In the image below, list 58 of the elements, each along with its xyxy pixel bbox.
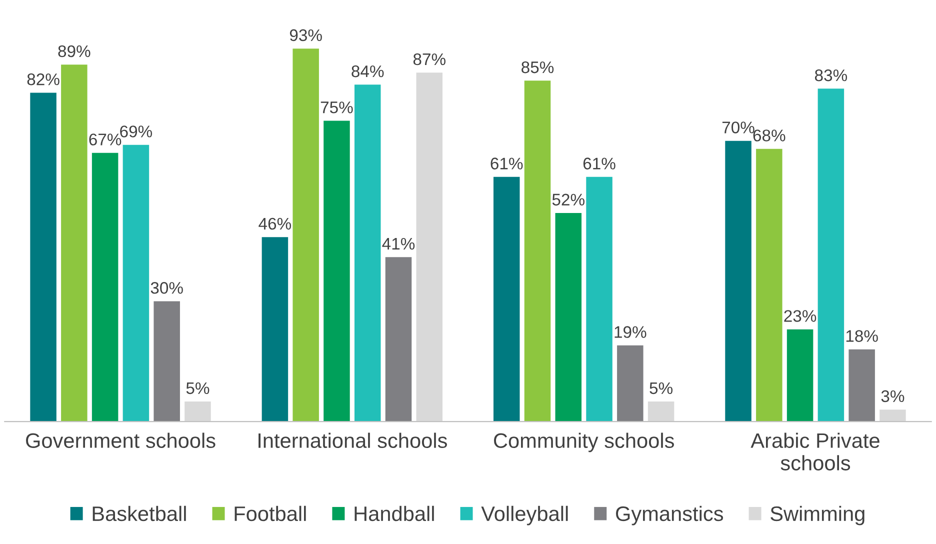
- bar: [30, 92, 56, 422]
- bar: [61, 64, 88, 422]
- data-label: 69%: [120, 126, 152, 138]
- bar: [324, 120, 350, 422]
- bar: [555, 213, 582, 422]
- data-label: 19%: [614, 326, 646, 338]
- x-tick-label: International schools: [258, 432, 447, 448]
- data-label: 46%: [258, 218, 292, 230]
- bar: [292, 48, 319, 422]
- bar: [756, 148, 782, 422]
- bar: [617, 345, 644, 422]
- data-label: 52%: [552, 194, 584, 206]
- x-tick-label: Government schools: [26, 432, 216, 448]
- data-label: 84%: [352, 65, 384, 78]
- data-label: 87%: [413, 53, 446, 66]
- data-label: 5%: [650, 382, 672, 394]
- data-label: 68%: [753, 130, 786, 142]
- data-label: 5%: [186, 382, 210, 394]
- data-label: 3%: [881, 390, 904, 402]
- data-label: 85%: [522, 61, 554, 74]
- data-label: 41%: [382, 238, 415, 250]
- data-label: 93%: [290, 29, 322, 42]
- data-label: 61%: [583, 158, 616, 170]
- data-label: 23%: [784, 310, 816, 322]
- legend-label: Football: [234, 506, 306, 522]
- bar: [122, 144, 150, 422]
- legend-label: Handball: [354, 506, 434, 522]
- legend-label: Volleyball: [481, 506, 568, 526]
- legend-label: Swimming: [770, 506, 864, 526]
- data-label: 83%: [814, 69, 848, 82]
- data-label: 75%: [320, 102, 353, 114]
- bar: [648, 402, 674, 422]
- data-label: 30%: [150, 282, 183, 294]
- bar: [786, 329, 814, 422]
- bar: [818, 88, 844, 422]
- bar: [262, 237, 288, 422]
- bar: [354, 84, 381, 422]
- data-label: 82%: [27, 73, 60, 86]
- data-label: 89%: [58, 45, 90, 58]
- bar: [725, 140, 752, 422]
- legend-label: Basketball: [92, 506, 186, 522]
- bar: [848, 349, 875, 422]
- bar: [416, 72, 443, 422]
- x-tick-label: Arabic Private schools: [750, 432, 880, 470]
- bar: [154, 301, 180, 422]
- x-tick-label: Community schools: [494, 432, 674, 452]
- bar: [493, 176, 520, 422]
- bar: [880, 410, 906, 422]
- data-label: 70%: [722, 122, 754, 134]
- data-label: 61%: [490, 158, 523, 170]
- bar: [586, 176, 612, 422]
- bar: [524, 80, 551, 422]
- bar: [184, 402, 211, 422]
- data-label: 18%: [846, 330, 878, 342]
- bar: [385, 257, 412, 422]
- legend-label: Gymanstics: [616, 506, 724, 526]
- bar: [92, 152, 118, 422]
- data-label: 67%: [89, 134, 122, 146]
